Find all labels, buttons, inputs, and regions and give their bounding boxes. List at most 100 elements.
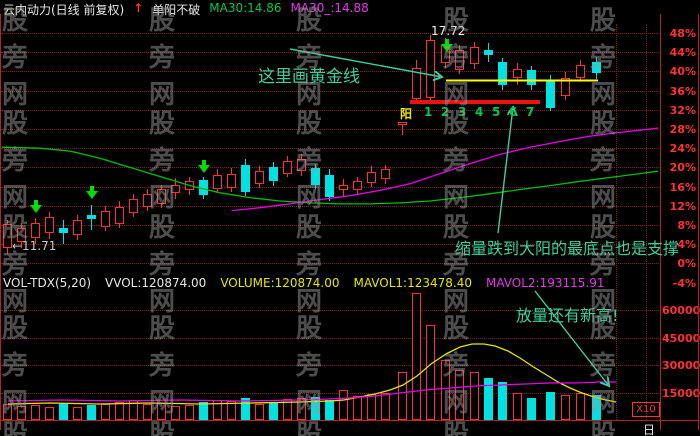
yang-count-number: 5 — [492, 105, 501, 119]
volume-bar-up — [561, 395, 570, 420]
volume-bar-up — [227, 400, 236, 420]
volume-y-label: 30000 — [662, 359, 700, 372]
volume-bar-down — [546, 391, 555, 420]
main-y-label: 12% — [669, 199, 696, 213]
candle-down — [546, 80, 555, 108]
volume-bar-down — [325, 399, 334, 420]
candle-down — [484, 50, 493, 56]
yang-count-number: 7 — [526, 105, 535, 119]
main-y-label: 20% — [669, 161, 696, 175]
yang-count-number: 4 — [475, 105, 484, 119]
volume-bar-up — [17, 406, 26, 420]
vvol-value: VVOL:120874.00 — [105, 276, 207, 290]
volume-y-label: 60000 — [662, 304, 700, 317]
candle-up — [17, 227, 26, 243]
volume-bar-down — [527, 398, 536, 420]
volume-bar-down — [59, 402, 68, 420]
main-y-label: 0% — [677, 257, 696, 271]
candle-up — [283, 161, 292, 174]
volume-bar-up — [426, 325, 435, 420]
volume-bar-up — [470, 371, 479, 420]
candle-up — [45, 216, 54, 234]
candle-up — [426, 40, 435, 98]
candle-up — [353, 181, 362, 191]
volume-bar-up — [283, 398, 292, 420]
title-bar: 云内动力(日线 前复权) ↑ 单阳不破 MA30:14.86 MA30_:14.… — [3, 1, 369, 18]
volume-note: 放量还有新高! — [516, 306, 619, 325]
ma30-value: MA30:14.86 — [209, 1, 282, 15]
volume-y-label: 45000 — [662, 331, 700, 345]
candle-down — [311, 168, 320, 185]
main-y-label: -4% — [672, 277, 696, 290]
volume-bar-up — [367, 393, 376, 420]
volume-bar-up — [143, 404, 152, 420]
candle-up — [513, 68, 522, 78]
vol-indicator-label: VOL-TDX(5,20) — [3, 276, 92, 290]
mavol1-value: MAVOL1:123478.40 — [353, 276, 473, 290]
stock-title: 云内动力(日线 前复权) — [3, 3, 125, 17]
yang-count-number: 2 — [441, 105, 450, 119]
support-red-bar — [410, 100, 540, 104]
main-y-label: 44% — [669, 46, 696, 60]
up-arrow-icon: ↑ — [133, 1, 144, 15]
low-price-label: ←11.71 — [12, 239, 57, 253]
volume-bar-up — [576, 393, 585, 420]
watermark: 股旁网 — [2, 314, 33, 418]
candle-up — [441, 45, 450, 64]
volume-bar-up — [412, 292, 421, 420]
candle-down — [59, 227, 68, 234]
candle-up — [227, 173, 236, 188]
candle-up — [297, 159, 306, 172]
candle-down — [325, 174, 334, 197]
volume-bar-down — [592, 395, 601, 420]
candle-up — [115, 206, 124, 225]
volume-bar-up — [157, 402, 166, 420]
volume-bar-up — [171, 406, 180, 420]
candle-up — [31, 223, 40, 238]
candle-up — [561, 77, 570, 96]
candle-down — [87, 214, 96, 219]
period-tab-daily[interactable]: 日线 — [643, 423, 656, 436]
volume-bar-up — [129, 400, 138, 420]
candle-up — [101, 211, 110, 227]
candle-down — [498, 62, 507, 86]
watermark: 股旁网 — [443, 109, 474, 213]
candle-up — [73, 219, 82, 236]
main-y-label: 4% — [677, 238, 696, 252]
volume-bar-down — [241, 398, 250, 420]
candle-up — [129, 198, 138, 213]
candle-up — [171, 184, 180, 193]
volume-bar-up — [213, 400, 222, 420]
volume-bar-up — [455, 369, 464, 420]
main-y-label: 40% — [669, 65, 696, 79]
candle-up — [412, 67, 421, 99]
main-y-label: 32% — [669, 103, 696, 117]
volume-bar-down — [484, 378, 493, 420]
candle-up — [470, 46, 479, 65]
volume-bar-up — [513, 393, 522, 420]
yang-count-number: 1 — [424, 105, 433, 119]
candle-up — [367, 172, 376, 183]
high-price-label: 17.72 — [431, 24, 466, 38]
candle-down — [241, 164, 250, 192]
main-y-label: 8% — [677, 219, 696, 232]
volume-y-label: 15000 — [662, 386, 700, 400]
volume-bar-up — [101, 404, 110, 420]
volume-bar-up — [31, 405, 40, 420]
yang-count-prefix: 阳 — [400, 107, 413, 121]
volume-bar-up — [255, 404, 264, 420]
yang-count-number: 3 — [458, 105, 467, 119]
main-y-label: 36% — [669, 84, 696, 98]
yang-count-number: 6 — [509, 105, 518, 119]
candle-up — [255, 171, 264, 184]
volume-bar-up — [353, 395, 362, 420]
volume-bar-up — [297, 398, 306, 420]
volume-bar-up — [441, 360, 450, 420]
mavol2-value: MAVOL2:193115.91 — [486, 276, 605, 290]
volume-bar-down — [269, 402, 278, 420]
volume-bar-down — [87, 404, 96, 420]
volume-value: VOLUME:120874.00 — [220, 276, 340, 290]
candle-down — [269, 167, 278, 182]
candle-up — [185, 181, 194, 191]
